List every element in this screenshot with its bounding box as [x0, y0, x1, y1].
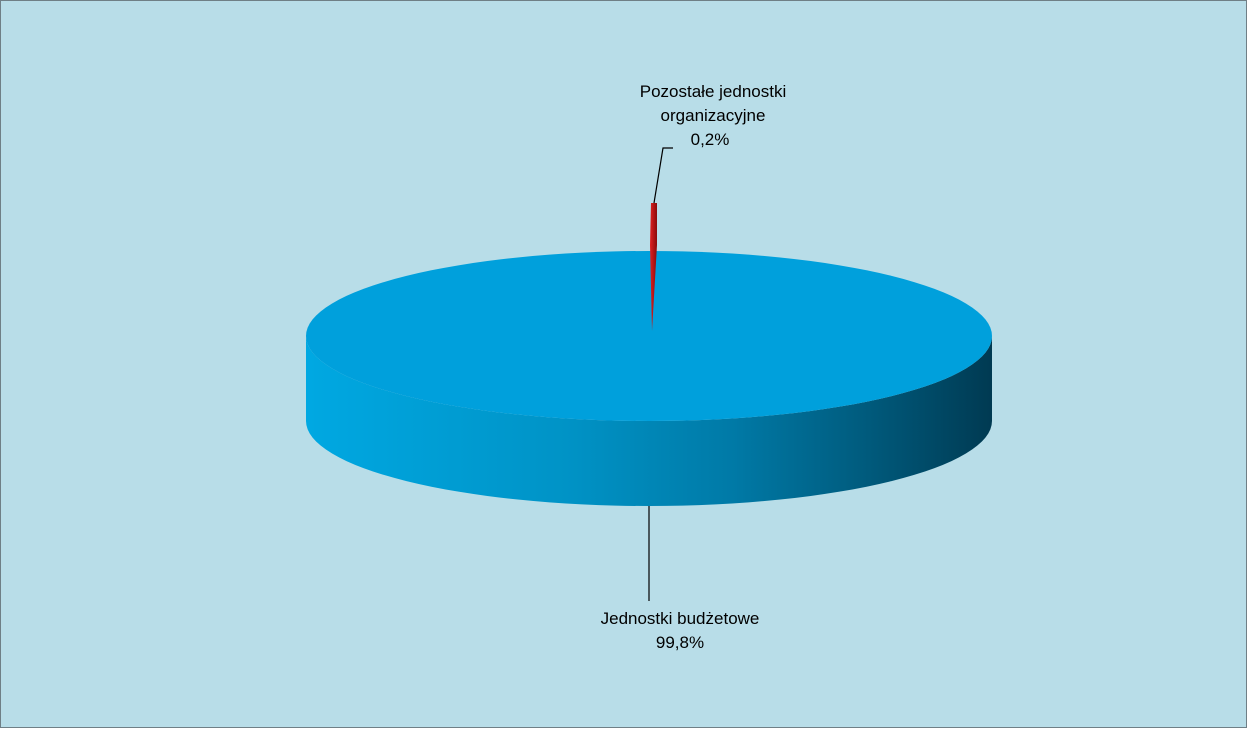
slice-value-label-jednostki-budzetowe: 99,8%: [656, 633, 704, 652]
pie-slice-pozostale-jednostki: [650, 203, 657, 331]
leader-line-pozostale: [653, 147, 673, 204]
slice-label-jednostki-budzetowe: Jednostki budżetowe: [601, 609, 760, 628]
slice-value-label-pozostale: 0,2%: [691, 130, 730, 149]
pie-slice-jednostki-budzetowe: [306, 251, 992, 421]
slice-label-pozostale-line-2: organizacyjne: [661, 106, 766, 125]
slice-label-pozostale-line-1: Pozostałe jednostki: [640, 82, 786, 101]
